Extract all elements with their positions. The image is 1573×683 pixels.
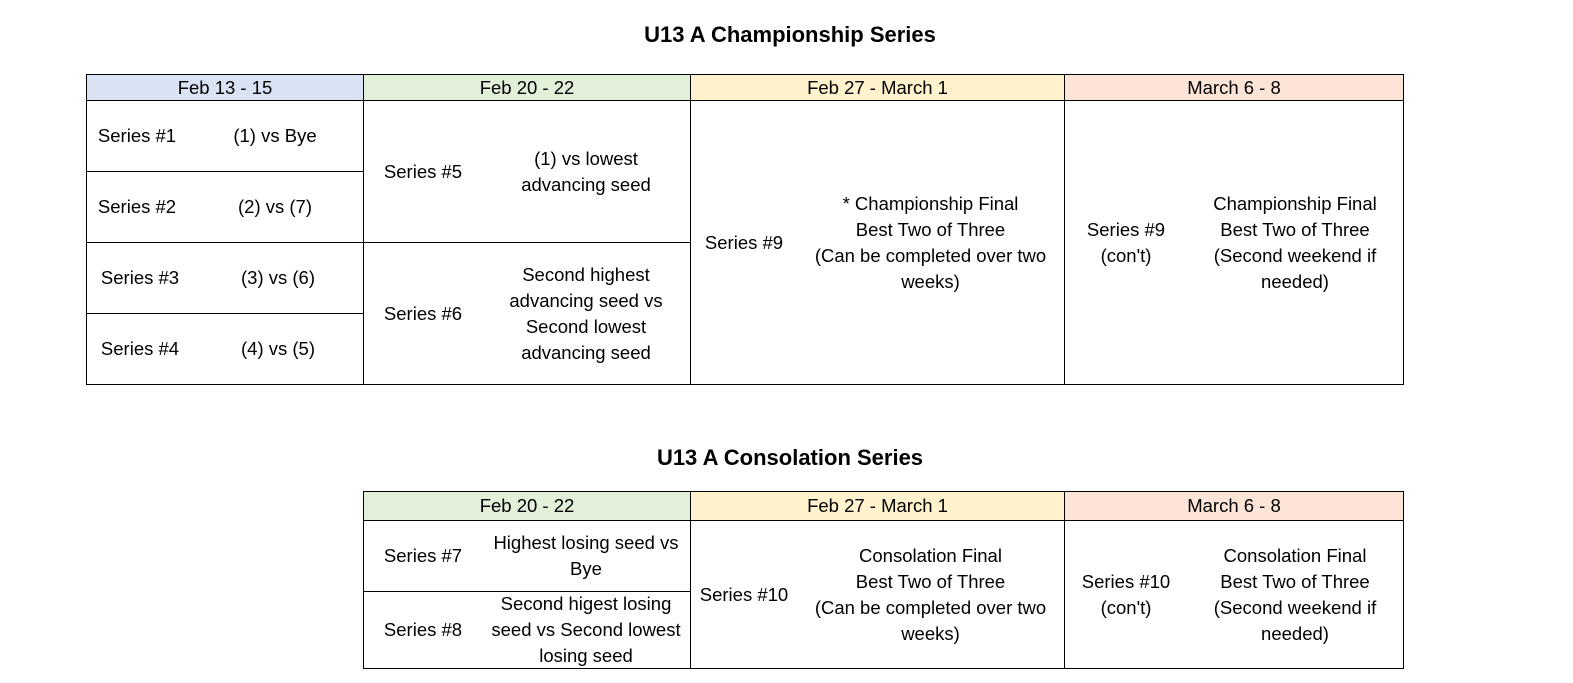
series-label: Series #4 xyxy=(100,338,180,359)
label-line: (con't) xyxy=(1100,244,1152,266)
series-matchup: Consolation Final Best Two of Three (Can b… xyxy=(797,543,1064,647)
series-label: Series #9 xyxy=(704,231,784,253)
series-4-cell: Series #4 (4) vs (5) xyxy=(86,313,364,385)
header-mar6: March 6 - 8 xyxy=(1064,491,1404,521)
desc-line: (Can be completed over two weeks) xyxy=(814,596,1047,644)
desc-line: Consolation Final xyxy=(1223,544,1367,566)
championship-title: U13 A Championship Series xyxy=(644,22,936,47)
series-label: Series #1 xyxy=(97,125,177,146)
series-matchup: (3) vs (6) xyxy=(241,267,315,288)
series-matchup: (1) vs Bye xyxy=(233,125,317,146)
desc-line: Consolation Final xyxy=(859,544,1002,566)
series-10-cont-cell: Series #10 (con't) Consolation Final Best T… xyxy=(1064,520,1404,669)
label-line: Series #9 xyxy=(1086,218,1166,240)
desc-line: (Second weekend if needed) xyxy=(1213,596,1377,644)
series-3-cell: Series #3 (3) vs (6) xyxy=(86,242,364,314)
series-matchup: Consolation Final Best Two of Three (Secon… xyxy=(1187,543,1403,647)
series-matchup: (4) vs (5) xyxy=(241,338,315,359)
series-label: Series #10 (con't) xyxy=(1065,569,1187,621)
header-feb13: Feb 13 - 15 xyxy=(86,74,364,101)
label-line: (con't) xyxy=(1100,596,1152,618)
desc-line: Best Two of Three xyxy=(1220,218,1370,240)
desc-line: Best Two of Three xyxy=(855,218,1006,240)
series-label: Series #7 xyxy=(383,545,463,566)
series-label: Series #8 xyxy=(383,619,463,640)
consolation-title: U13 A Consolation Series xyxy=(656,445,924,470)
series-matchup: * Championship Final Best Two of Three (Ca… xyxy=(797,191,1064,295)
series-label: Series #2 xyxy=(97,196,177,217)
header-feb27: Feb 27 - March 1 xyxy=(690,491,1065,521)
series-9-cont-cell: Series #9 (con't) Championship Final Best T… xyxy=(1064,100,1404,385)
series-2-cell: Series #2 (2) vs (7) xyxy=(86,171,364,243)
series-matchup: Second higest losing seed vs Second lowe… xyxy=(491,593,681,666)
series-9-cell: Series #9 * Championship Final Best Two of… xyxy=(690,100,1065,385)
label-line: Series #10 xyxy=(1081,570,1171,592)
header-feb20: Feb 20 - 22 xyxy=(363,74,691,101)
series-5-cell: Series #5 (1) vs lowest advancing seed xyxy=(363,100,691,243)
series-7-cell: Series #7 Highest losing seed vs Bye xyxy=(363,520,691,592)
desc-line: Championship Final xyxy=(1213,192,1377,214)
series-matchup: Second highest advancing seed vs Second … xyxy=(509,263,663,363)
desc-line: * Championship Final xyxy=(842,192,1019,214)
series-label: Series #5 xyxy=(383,160,463,182)
series-label: Series #6 xyxy=(383,302,463,324)
header-feb20: Feb 20 - 22 xyxy=(363,491,691,521)
desc-line: Best Two of Three xyxy=(855,570,1006,592)
desc-line: (Can be completed over two weeks) xyxy=(814,244,1047,292)
series-matchup: Highest losing seed vs Bye xyxy=(493,532,679,579)
series-label: Series #3 xyxy=(100,267,180,288)
series-matchup: (2) vs (7) xyxy=(238,196,312,217)
desc-line: (Second weekend if needed) xyxy=(1213,244,1377,292)
header-mar6: March 6 - 8 xyxy=(1064,74,1404,101)
series-10-cell: Series #10 Consolation Final Best Two of T… xyxy=(690,520,1065,669)
desc-line: Best Two of Three xyxy=(1220,570,1370,592)
series-8-cell: Series #8 Second higest losing seed vs Se… xyxy=(363,591,691,669)
series-matchup: Championship Final Best Two of Three (Seco… xyxy=(1187,191,1403,295)
series-6-cell: Series #6 Second highest advancing seed v… xyxy=(363,242,691,385)
series-label: Series #9 (con't) xyxy=(1065,217,1187,269)
series-matchup: (1) vs lowest advancing seed xyxy=(521,147,651,195)
header-feb27: Feb 27 - March 1 xyxy=(690,74,1065,101)
series-label: Series #10 xyxy=(699,583,789,605)
series-1-cell: Series #1 (1) vs Bye xyxy=(86,100,364,172)
